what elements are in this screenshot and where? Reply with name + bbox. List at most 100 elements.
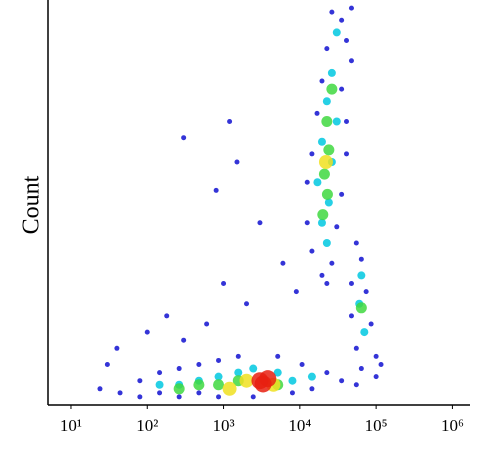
point: [323, 144, 335, 156]
point: [309, 248, 315, 254]
point: [275, 353, 281, 359]
point: [363, 289, 369, 295]
point: [104, 362, 110, 367]
point: [181, 135, 187, 141]
x-tick-label: 10⁵: [365, 416, 388, 435]
point: [216, 394, 222, 400]
point: [234, 368, 243, 377]
point: [348, 5, 354, 11]
point: [293, 289, 299, 295]
point: [299, 362, 305, 367]
point: [254, 375, 272, 393]
point: [214, 372, 223, 381]
point: [249, 364, 258, 373]
point: [321, 116, 333, 127]
point: [222, 381, 237, 396]
point: [348, 313, 354, 319]
point: [324, 281, 330, 286]
point: [339, 17, 345, 23]
point: [344, 151, 350, 157]
point: [196, 362, 202, 367]
point: [353, 382, 359, 388]
point: [373, 374, 379, 380]
point: [348, 281, 354, 286]
point: [326, 83, 338, 95]
point: [193, 379, 205, 391]
point: [358, 256, 364, 262]
x-tick-label: 10⁶: [441, 416, 464, 435]
point: [358, 366, 364, 372]
point: [322, 239, 331, 247]
point: [221, 281, 227, 286]
point: [317, 209, 329, 221]
point: [157, 370, 163, 376]
point: [318, 155, 333, 169]
point: [250, 394, 256, 400]
point: [137, 394, 143, 400]
point: [117, 390, 123, 396]
point: [196, 390, 202, 396]
x-tick-label: 10³: [212, 416, 234, 435]
point: [227, 119, 233, 124]
point: [344, 38, 350, 43]
point: [204, 321, 210, 327]
point: [324, 46, 330, 52]
point: [155, 380, 164, 389]
point: [339, 378, 345, 384]
point: [273, 368, 282, 377]
point: [144, 329, 150, 335]
point: [289, 390, 295, 396]
point: [344, 119, 350, 124]
point: [280, 260, 286, 266]
point: [157, 390, 163, 396]
point: [321, 188, 333, 200]
point: [317, 137, 326, 146]
x-tick-label: 10⁴: [288, 416, 311, 435]
point: [353, 345, 359, 351]
point: [313, 178, 322, 187]
point: [114, 345, 120, 351]
point: [235, 353, 241, 359]
point: [314, 110, 320, 116]
point: [317, 218, 326, 227]
point: [368, 321, 374, 327]
point: [164, 313, 170, 319]
point: [304, 220, 310, 226]
point: [257, 220, 263, 226]
point: [332, 28, 341, 37]
point: [353, 240, 359, 246]
point: [339, 191, 345, 197]
point: [322, 97, 331, 106]
point: [329, 9, 335, 15]
point: [216, 357, 222, 363]
point: [288, 376, 297, 385]
point: [378, 362, 384, 367]
point: [213, 187, 219, 193]
point: [307, 372, 316, 381]
point: [173, 383, 185, 395]
point: [360, 328, 369, 337]
point: [339, 86, 345, 92]
point: [181, 337, 187, 343]
y-axis-label: Count: [19, 175, 45, 234]
point: [319, 78, 325, 84]
point: [324, 198, 333, 207]
point: [97, 386, 103, 392]
point: [373, 353, 379, 359]
point: [334, 224, 340, 230]
point: [176, 366, 182, 372]
point: [324, 370, 330, 376]
x-tick-label: 10¹: [60, 416, 82, 435]
point: [348, 58, 354, 64]
point: [318, 168, 330, 180]
point: [304, 179, 310, 185]
point: [319, 272, 325, 278]
point: [176, 394, 182, 400]
point: [329, 260, 335, 266]
point: [309, 151, 315, 157]
point: [357, 271, 366, 280]
point: [137, 378, 143, 384]
point: [327, 68, 336, 77]
point: [234, 159, 240, 165]
